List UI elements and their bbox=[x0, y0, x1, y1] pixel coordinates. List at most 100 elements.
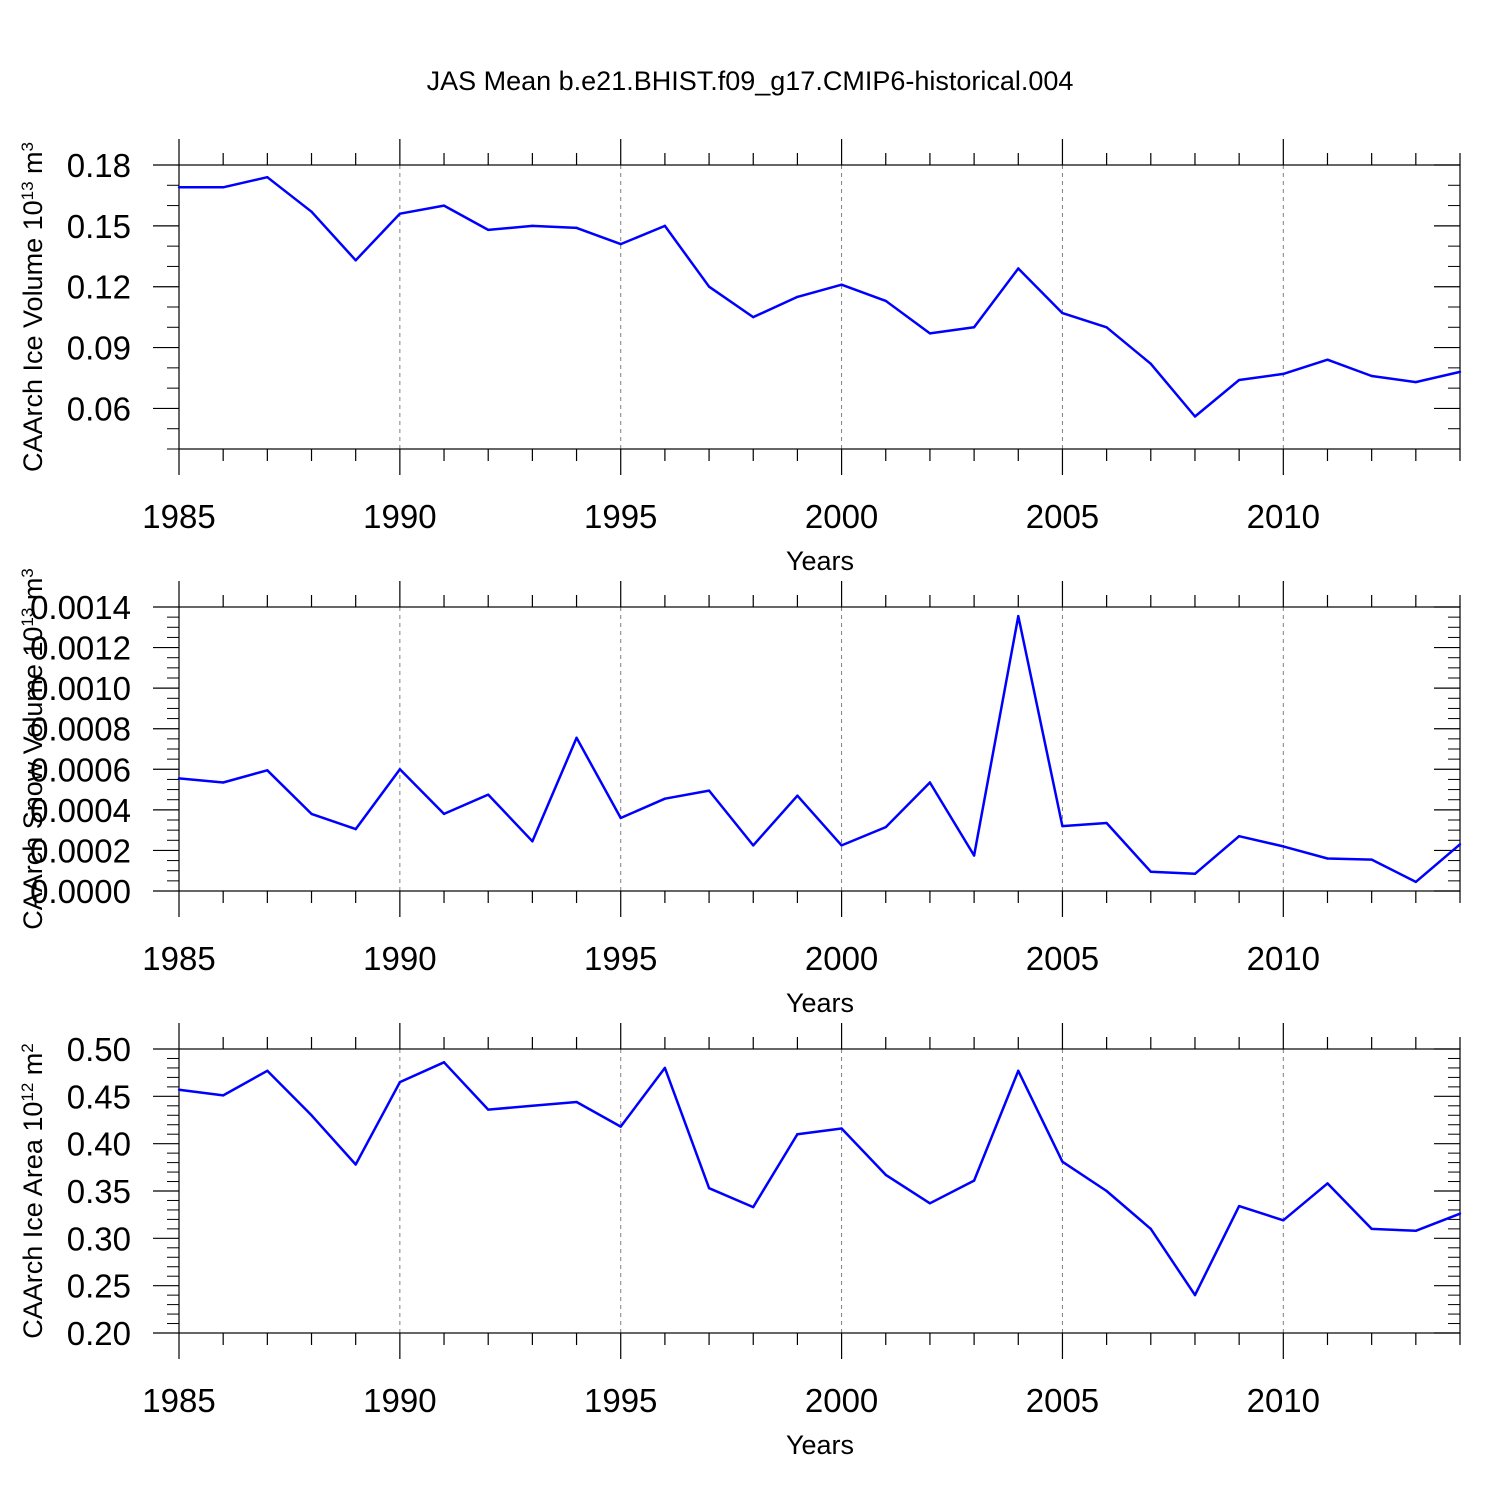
data-point bbox=[310, 210, 313, 213]
data-point bbox=[1017, 267, 1020, 270]
data-point bbox=[1105, 326, 1108, 329]
data-point bbox=[1193, 415, 1197, 418]
data-point bbox=[796, 295, 799, 299]
data-point bbox=[1370, 374, 1373, 378]
data-point bbox=[531, 1104, 534, 1108]
data-point bbox=[1326, 857, 1329, 860]
x-tick-label: 2010 bbox=[1247, 940, 1320, 977]
data-point bbox=[177, 777, 181, 780]
data-point bbox=[752, 315, 755, 319]
y-axis-title-superscript: 13 bbox=[18, 181, 37, 200]
data-point bbox=[972, 1179, 976, 1182]
y-tick-label: 0.15 bbox=[67, 208, 131, 245]
plot-frame bbox=[178, 1048, 1461, 1334]
chart-panel-2: 1985 1990 1995 2000 2005 2010 Years 0.0000 0.000… bbox=[18, 568, 1462, 1018]
y-axis-title-superscript: 12 bbox=[18, 1083, 37, 1102]
x-tick-label: 1985 bbox=[142, 1382, 215, 1419]
data-point bbox=[310, 1114, 313, 1117]
x-tick-label: 1990 bbox=[363, 498, 436, 535]
chart-panel-1: 1985 1990 1995 2000 2005 2010 Years 0.06 0.09 0.1… bbox=[18, 139, 1462, 576]
data-point bbox=[398, 768, 402, 771]
data-point bbox=[1458, 370, 1462, 374]
data-point bbox=[840, 283, 843, 286]
data-point bbox=[1326, 358, 1329, 361]
y-tick-label: 0.0006 bbox=[30, 751, 131, 788]
data-point bbox=[1326, 1182, 1329, 1185]
y-tick-label: 0.35 bbox=[67, 1173, 131, 1210]
data-point bbox=[487, 228, 490, 232]
data-point bbox=[1237, 1204, 1241, 1208]
data-point bbox=[884, 825, 887, 829]
data-point bbox=[663, 797, 667, 800]
y-tick-label: 0.0012 bbox=[30, 630, 131, 667]
y-axis-title-superscript: 13 bbox=[18, 608, 37, 627]
data-point bbox=[1149, 1227, 1152, 1231]
data-point bbox=[266, 1069, 269, 1072]
data-point bbox=[1149, 362, 1152, 365]
data-point bbox=[442, 1061, 446, 1064]
data-point bbox=[1061, 824, 1064, 828]
data-point bbox=[752, 1205, 755, 1209]
data-point bbox=[928, 332, 932, 335]
data-point bbox=[707, 285, 711, 288]
data-point bbox=[177, 186, 181, 189]
x-tick-label: 1985 bbox=[142, 498, 215, 535]
data-point bbox=[1282, 845, 1285, 848]
x-tick-label: 1985 bbox=[142, 940, 215, 977]
data-point bbox=[884, 299, 887, 303]
data-point bbox=[884, 1173, 887, 1177]
data-point bbox=[1061, 1160, 1064, 1163]
x-tick-label: 2005 bbox=[1026, 498, 1099, 535]
data-point bbox=[575, 736, 578, 740]
data-point bbox=[1414, 380, 1418, 384]
x-tick-label: 2000 bbox=[805, 498, 878, 535]
data-point bbox=[796, 794, 799, 797]
data-point bbox=[663, 1066, 667, 1070]
y-axis-title-part: m bbox=[18, 578, 48, 608]
y-tick-label: 0.50 bbox=[67, 1031, 131, 1068]
data-point bbox=[266, 769, 269, 772]
data-point bbox=[531, 224, 534, 228]
data-point bbox=[840, 844, 843, 847]
data-point bbox=[442, 204, 446, 207]
y-tick-label: 0.0002 bbox=[30, 832, 131, 869]
data-point bbox=[972, 854, 976, 857]
y-axis-title-part: CAArch Ice Volume 10 bbox=[18, 200, 48, 472]
plot-frame bbox=[178, 164, 1461, 450]
data-point bbox=[707, 789, 711, 792]
series-line bbox=[179, 175, 1461, 418]
y-tick-label: 0.0014 bbox=[30, 589, 131, 626]
data-point bbox=[619, 242, 622, 246]
y-tick-label: 0.06 bbox=[67, 390, 131, 427]
data-point bbox=[1017, 1069, 1020, 1072]
data-point bbox=[575, 1100, 578, 1104]
x-axis-title: Years bbox=[786, 988, 854, 1018]
data-point bbox=[663, 224, 667, 228]
data-point bbox=[1193, 1293, 1197, 1297]
y-tick-label: 0.40 bbox=[67, 1126, 131, 1163]
data-point bbox=[1414, 880, 1418, 884]
data-point bbox=[928, 1202, 932, 1205]
y-tick-label: 0.20 bbox=[67, 1315, 131, 1352]
panels: 1985 1990 1995 2000 2005 2010 Years 0.06 0.09 0.1… bbox=[18, 139, 1462, 1460]
x-axis-title: Years bbox=[786, 1430, 854, 1460]
y-tick-label: 0.0010 bbox=[30, 670, 131, 707]
data-point bbox=[354, 1163, 357, 1166]
data-point bbox=[1105, 1189, 1108, 1193]
data-point bbox=[707, 1186, 711, 1190]
data-point bbox=[1282, 1219, 1285, 1222]
data-point bbox=[487, 1108, 490, 1111]
y-axis-title: CAArch Snow Volume 1013 m3 bbox=[18, 568, 49, 930]
y-tick-label: 0.0004 bbox=[30, 792, 131, 829]
y-tick-label: 0.12 bbox=[67, 269, 131, 306]
data-point bbox=[398, 1080, 402, 1084]
y-tick-label: 0.0000 bbox=[30, 873, 131, 910]
data-point bbox=[1149, 870, 1152, 873]
data-point bbox=[221, 781, 225, 784]
x-axis-title: Years bbox=[786, 546, 854, 576]
data-point bbox=[487, 793, 490, 796]
data-point bbox=[354, 827, 357, 831]
data-point bbox=[310, 812, 313, 816]
data-point bbox=[1017, 614, 1020, 618]
plot-frame bbox=[178, 606, 1461, 892]
